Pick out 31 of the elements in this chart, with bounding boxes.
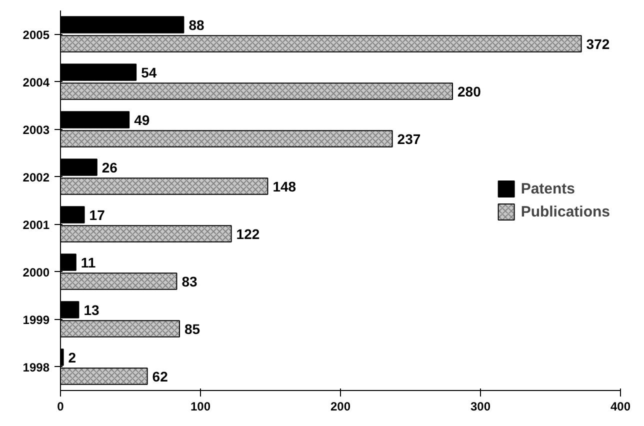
legend-label: Publications: [520, 203, 610, 220]
x-tick-label: 0: [57, 400, 64, 414]
x-tick-label: 100: [190, 400, 211, 414]
data-label: 85: [184, 320, 200, 337]
data-label: 11: [80, 254, 96, 270]
x-tick-label: 200: [330, 400, 351, 414]
y-tick-label: 2003: [22, 122, 50, 137]
y-tick-label: 2000: [22, 265, 50, 280]
x-tick-label: 400: [610, 400, 631, 414]
data-label: 372: [586, 36, 610, 52]
data-label: 49: [134, 112, 150, 128]
data-label: 13: [84, 302, 100, 318]
y-tick-label: 1998: [22, 360, 50, 374]
legend-label: Patents: [520, 180, 575, 197]
data-label: 17: [89, 206, 106, 223]
data-label: 54: [141, 64, 157, 80]
y-tick-label: 2005: [22, 28, 50, 42]
data-label: 2: [68, 349, 76, 366]
data-label: 83: [182, 273, 198, 290]
data-label: 62: [152, 368, 168, 384]
data-label: 148: [272, 178, 296, 194]
y-tick-label: 2004: [22, 75, 50, 90]
data-label: 88: [188, 16, 204, 33]
y-tick-label: 2002: [22, 170, 50, 184]
data-label: 280: [458, 83, 482, 100]
data-label: 122: [236, 226, 260, 242]
x-tick-label: 300: [470, 400, 491, 414]
y-tick-label: 1999: [22, 312, 50, 327]
data-label: 237: [397, 130, 421, 147]
y-tick-label: 2001: [22, 218, 50, 232]
data-label: 26: [102, 159, 118, 176]
